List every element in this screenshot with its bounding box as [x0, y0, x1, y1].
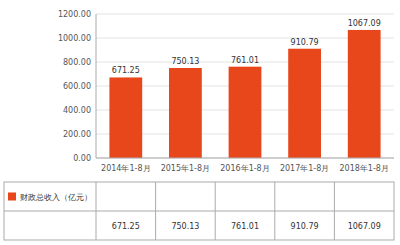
bar	[288, 49, 321, 158]
y-tick-label: 200.00	[63, 130, 91, 139]
data-label: 671.25	[112, 66, 140, 75]
bars	[109, 30, 380, 158]
table-value: 1067.09	[348, 222, 381, 231]
chart: 0.00 200.00 400.00 600.00 800.00 1000.00 1200.…	[0, 0, 400, 245]
data-label: 1067.09	[348, 19, 381, 28]
data-label: 750.13	[171, 57, 199, 66]
x-tick-label: 2017年1-8月	[280, 164, 329, 173]
table-border	[4, 211, 394, 212]
table-value: 671.25	[112, 222, 140, 231]
grid-line	[96, 158, 394, 159]
table-border	[334, 182, 335, 240]
bar	[229, 67, 262, 158]
table-border	[96, 182, 97, 240]
y-tick-label: 1200.00	[58, 10, 91, 19]
table-value: 750.13	[171, 222, 199, 231]
grid-line	[96, 14, 394, 15]
table-border	[215, 182, 216, 240]
x-tick-label: 2015年1-8月	[161, 164, 210, 173]
table-border	[274, 182, 275, 240]
y-tick-label: 600.00	[63, 82, 91, 91]
bar	[109, 77, 142, 158]
data-label: 761.01	[231, 56, 259, 65]
y-tick-label: 0.00	[73, 154, 91, 163]
x-tick-label: 2016年1-8月	[220, 164, 269, 173]
legend-label: 财政总收入（亿元）	[20, 193, 92, 202]
bar	[169, 68, 202, 158]
x-tick-label: 2014年1-8月	[101, 164, 150, 173]
legend-swatch	[8, 193, 16, 201]
table-value: 761.01	[231, 222, 259, 231]
y-tick-label: 1000.00	[58, 34, 91, 43]
bar	[348, 30, 381, 158]
data-label: 910.79	[291, 38, 319, 47]
table-border	[155, 182, 156, 240]
y-axis	[96, 14, 97, 158]
y-tick-label: 800.00	[63, 58, 91, 67]
table-border	[4, 182, 394, 240]
y-tick-label: 400.00	[63, 106, 91, 115]
table-value: 910.79	[291, 222, 319, 231]
x-tick-label: 2018年1-8月	[339, 164, 388, 173]
x-axis	[96, 158, 394, 159]
